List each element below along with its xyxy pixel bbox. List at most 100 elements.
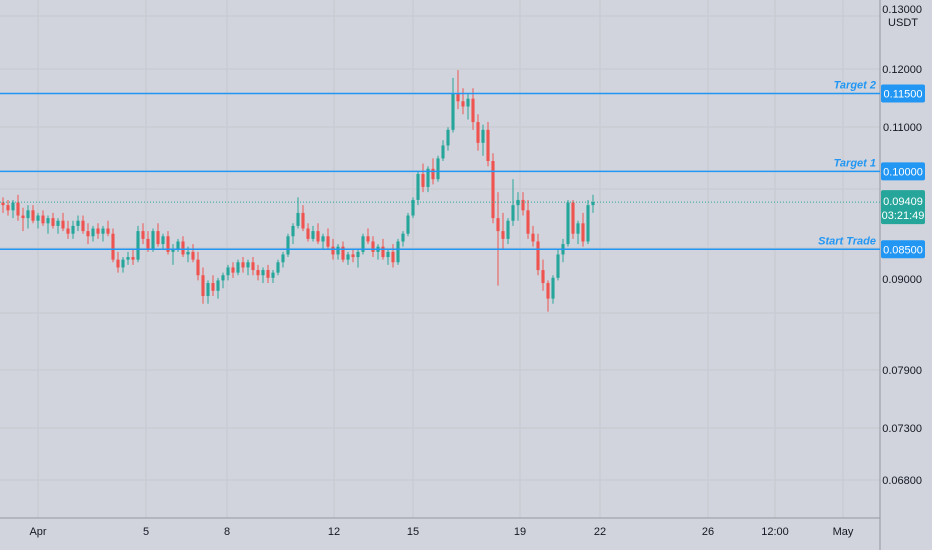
candle-body [466, 98, 470, 107]
candle-body [141, 231, 145, 239]
candle-body [186, 251, 190, 255]
level-price-tag-text: 0.11500 [884, 89, 923, 101]
candle-body [166, 236, 170, 252]
candle-body [361, 236, 365, 252]
candle-body [161, 236, 165, 245]
candle-body [491, 160, 495, 219]
candle-body [541, 270, 545, 284]
candle-body [316, 231, 320, 242]
candle-body [211, 283, 215, 291]
price-axis-tick: 0.06800 [882, 475, 922, 487]
candle-body [526, 210, 530, 234]
candle-body [266, 270, 270, 278]
candle-body [196, 259, 200, 276]
level-price-tag-text: 0.10000 [883, 166, 923, 178]
candle-body [56, 220, 60, 226]
candle-body [201, 275, 205, 296]
candle-body [471, 98, 475, 123]
candle-body [321, 236, 325, 242]
candle-body [531, 233, 535, 242]
candle-body [386, 251, 390, 258]
time-axis-tick: 19 [514, 526, 526, 538]
candle-body [331, 246, 335, 255]
plot-area[interactable] [0, 0, 880, 518]
price-axis-tick: 0.13000 [882, 4, 922, 16]
candle-body [486, 129, 490, 161]
price-axis-tick: 0.11000 [883, 122, 922, 134]
candle-body [581, 223, 585, 242]
time-axis-tick: May [833, 526, 854, 538]
candle-body [271, 272, 275, 278]
candle-body [46, 218, 50, 224]
candle-body [41, 215, 45, 224]
candle-body [521, 199, 525, 211]
candle-body [571, 202, 575, 234]
candle-body [481, 129, 485, 143]
price-axis-tick: 0.07300 [882, 423, 922, 435]
level-price-tag [881, 240, 925, 259]
candle-body [6, 205, 10, 211]
candle-body [516, 199, 520, 206]
time-axis-tick: 5 [143, 526, 149, 538]
candle-body [356, 251, 360, 258]
candle-body [256, 270, 260, 276]
candle-body [181, 241, 185, 255]
level-label: Target 2 [834, 80, 876, 92]
candle-body [501, 231, 505, 239]
candle-body [71, 225, 75, 234]
candle-body [401, 233, 405, 242]
candle-body [341, 246, 345, 260]
candle-body [226, 267, 230, 276]
candle-body [191, 251, 195, 260]
price-axis-tick: 0.09000 [882, 274, 922, 286]
candle-body [576, 223, 580, 234]
candle-body [446, 129, 450, 146]
candle-body [511, 205, 515, 221]
candle-body [261, 270, 265, 276]
time-axis-tick: 8 [224, 526, 230, 538]
candle-body [246, 262, 250, 268]
candle-body [66, 228, 70, 234]
candle-body [111, 233, 115, 260]
price-axis-unit: USDT [888, 17, 918, 29]
level-label: Target 1 [834, 157, 876, 169]
candle-body [546, 283, 550, 299]
candle-body [306, 228, 310, 239]
candle-body [416, 173, 420, 200]
candle-body [36, 215, 40, 221]
candle-body [311, 231, 315, 239]
candle-body [421, 173, 425, 187]
candle-body [551, 277, 555, 299]
candle-body [391, 251, 395, 263]
candle-body [81, 220, 85, 232]
candle-body [76, 220, 80, 226]
candle-body [136, 231, 140, 260]
time-axis-tick: Apr [29, 526, 46, 538]
candle-body [116, 259, 120, 268]
time-axis-tick: 26 [702, 526, 714, 538]
candle-body [461, 101, 465, 107]
time-axis-tick: 15 [407, 526, 419, 538]
candle-body [396, 241, 400, 263]
candle-body [566, 202, 570, 245]
time-axis-tick: 12:00 [761, 526, 789, 538]
candle-body [126, 257, 130, 260]
candle-body [16, 202, 20, 216]
candle-body [131, 257, 135, 260]
candle-body [381, 246, 385, 258]
candle-body [176, 241, 180, 250]
candle-body [11, 202, 15, 211]
candle-body [436, 158, 440, 180]
candle-body [411, 199, 415, 216]
candle-body [26, 210, 30, 219]
candle-body [426, 168, 430, 187]
current-price-value: 0.09409 [883, 196, 923, 208]
current-price-countdown: 03:21:49 [882, 210, 925, 222]
candle-body [231, 267, 235, 273]
candle-body [431, 168, 435, 180]
candle-body [276, 262, 280, 273]
candle-body [346, 254, 350, 260]
candle-body [336, 246, 340, 255]
